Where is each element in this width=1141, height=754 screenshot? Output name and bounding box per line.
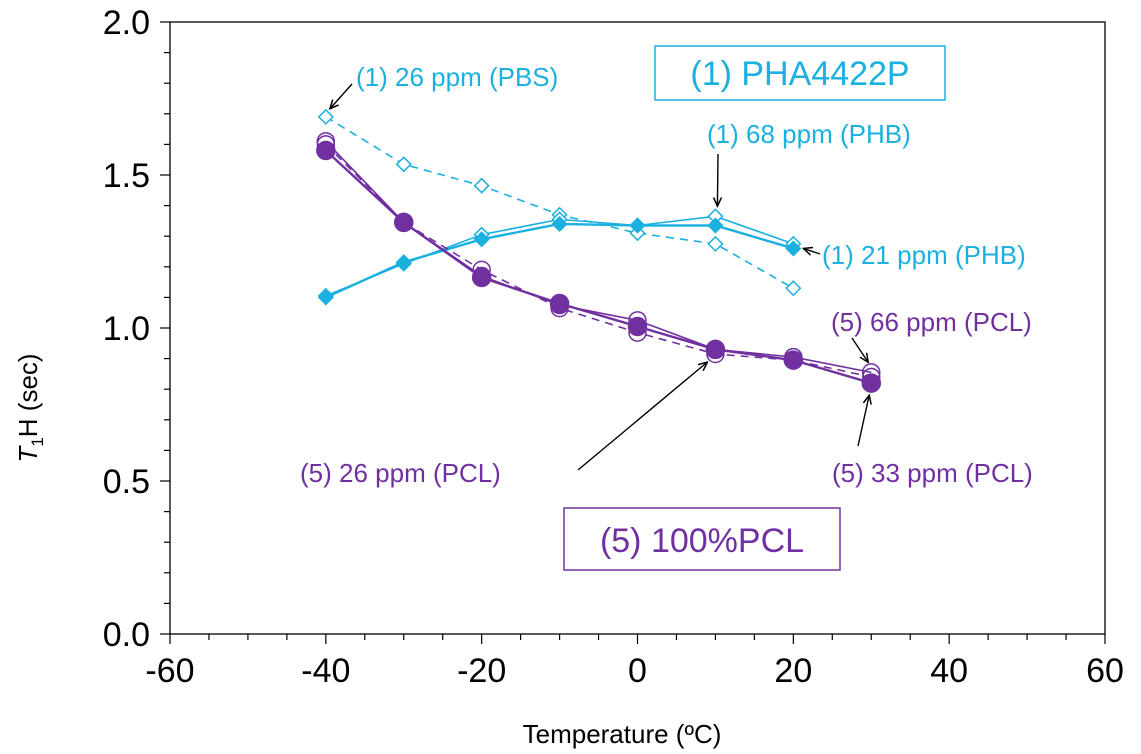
group-label-box	[563, 507, 841, 571]
annotation-3: (5) 66 ppm (PCL)	[831, 307, 1032, 362]
series-line	[325, 143, 872, 378]
data-point	[317, 108, 334, 125]
data-point	[395, 156, 412, 173]
group-label-1: (5) 100%PCL	[563, 507, 841, 571]
data-point	[705, 339, 726, 360]
y-axis-label: T1H (sec)	[13, 353, 47, 462]
annotation-label: (1) 26 ppm (PBS)	[356, 62, 558, 92]
annotation-layer: (1) 26 ppm (PBS) (1) 68 ppm (PHB) (1) 21 p…	[300, 45, 1033, 571]
x-tick-label: 20	[774, 652, 812, 690]
axis-ticks	[160, 21, 1106, 644]
annotation-5: (5) 33 ppm (PCL)	[832, 395, 1033, 488]
annotation-label: (1) 68 ppm (PHB)	[707, 119, 911, 149]
data-point	[394, 212, 414, 233]
annotation-label: (5) 33 ppm (PCL)	[832, 458, 1033, 488]
group-label-text: (5) 100%PCL	[600, 522, 804, 560]
x-tick-label: -40	[301, 652, 350, 690]
data-point	[861, 373, 881, 393]
annotation-0: (1) 26 ppm (PBS)	[330, 62, 558, 109]
x-tick-label: 60	[1086, 652, 1124, 690]
group-label-text: (1) PHA4422P	[690, 55, 909, 93]
data-point	[395, 254, 412, 271]
data-point	[627, 316, 648, 337]
annotation-label: (5) 66 ppm (PCL)	[831, 307, 1032, 337]
data-point	[707, 235, 724, 252]
series-5	[316, 140, 881, 393]
series-layer	[316, 108, 881, 393]
data-point	[471, 267, 492, 288]
data-point	[785, 280, 802, 297]
x-tick-label: 40	[930, 652, 968, 690]
annotation-arrow	[851, 337, 868, 362]
annotation-label: (5) 26 ppm (PCL)	[300, 458, 501, 488]
x-tick-label: -60	[145, 652, 194, 690]
annotation-arrow	[330, 83, 353, 109]
y-tick-label: 1.5	[103, 157, 150, 195]
y-axis-label-group: T1H (sec)	[13, 353, 47, 462]
x-tick-label: -20	[457, 652, 506, 690]
y-tick-label: 0.0	[103, 616, 150, 654]
annotation-4: (5) 26 ppm (PCL)	[300, 362, 707, 488]
series-2	[317, 215, 802, 306]
annotation-2: (1) 21 ppm (PHB)	[803, 240, 1026, 270]
annotation-arrow	[857, 395, 869, 447]
data-point	[316, 140, 336, 161]
y-tick-label: 2.0	[103, 4, 150, 42]
data-point	[629, 217, 646, 234]
series-line	[325, 149, 872, 385]
group-label-box	[654, 45, 946, 101]
annotation-1: (1) 68 ppm (PHB)	[707, 119, 911, 206]
group-label-0: (1) PHA4422P	[654, 45, 946, 101]
annotation-label: (1) 21 ppm (PHB)	[822, 240, 1026, 270]
series-line	[325, 222, 794, 299]
series-line	[325, 140, 872, 374]
data-point	[707, 217, 724, 234]
annotation-arrow	[803, 248, 821, 254]
data-point	[549, 293, 570, 314]
data-point	[473, 177, 490, 194]
annotation-arrow	[717, 153, 718, 206]
data-point	[785, 240, 802, 257]
axis-tick-labels: -60 -40 -20 0 20 40 60 0.0 0.5 1.0 1.5 2.0	[103, 4, 1124, 690]
data-point	[473, 231, 490, 248]
x-tick-label: 0	[628, 652, 647, 690]
data-point	[551, 215, 568, 233]
annotation-arrow	[577, 362, 707, 471]
y-tick-label: 0.5	[103, 463, 150, 501]
data-point	[317, 289, 334, 306]
y-tick-label: 1.0	[103, 310, 150, 348]
x-axis-label: Temperature (ºC)	[523, 719, 722, 749]
data-point	[783, 350, 804, 370]
